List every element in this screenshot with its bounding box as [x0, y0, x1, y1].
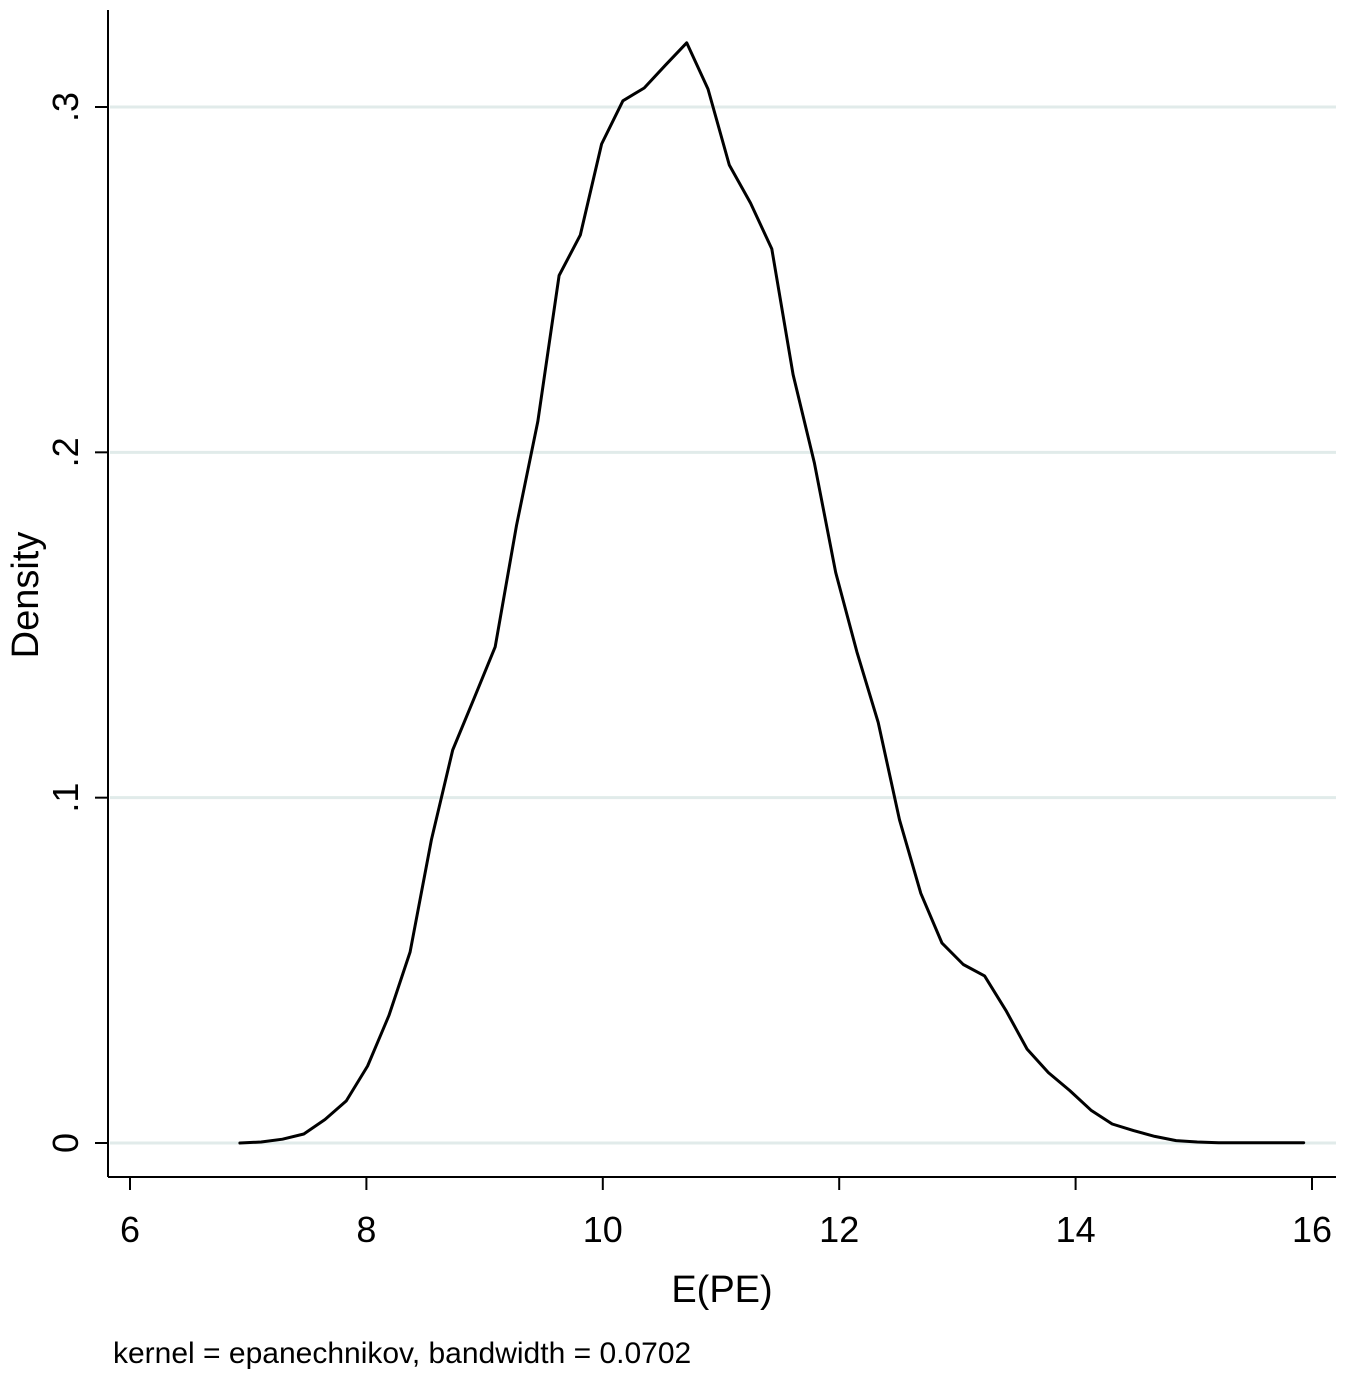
y-axis-title: Density — [5, 532, 47, 659]
x-axis-title: E(PE) — [671, 1269, 772, 1311]
series-layer — [238, 41, 1306, 1145]
y-tick-label: .3 — [45, 92, 86, 122]
y-tick-label: .1 — [45, 783, 86, 813]
tick-labels: 0 .1 .2 .3 6 8 10 12 14 16 — [45, 92, 1332, 1250]
y-tick-label: .2 — [45, 437, 86, 467]
axes — [95, 10, 1336, 1190]
x-tick-label: 14 — [1056, 1209, 1096, 1250]
x-tick-label: 10 — [583, 1209, 623, 1250]
kernel-note: kernel = epanechnikov, bandwidth = 0.070… — [113, 1337, 691, 1370]
x-tick-label: 16 — [1292, 1209, 1332, 1250]
grid-lines — [110, 105, 1336, 1145]
density-line — [238, 41, 1306, 1145]
y-tick-label: 0 — [45, 1133, 86, 1153]
x-tick-label: 12 — [819, 1209, 859, 1250]
x-tick-label: 6 — [120, 1209, 140, 1250]
x-tick-label: 8 — [356, 1209, 376, 1250]
